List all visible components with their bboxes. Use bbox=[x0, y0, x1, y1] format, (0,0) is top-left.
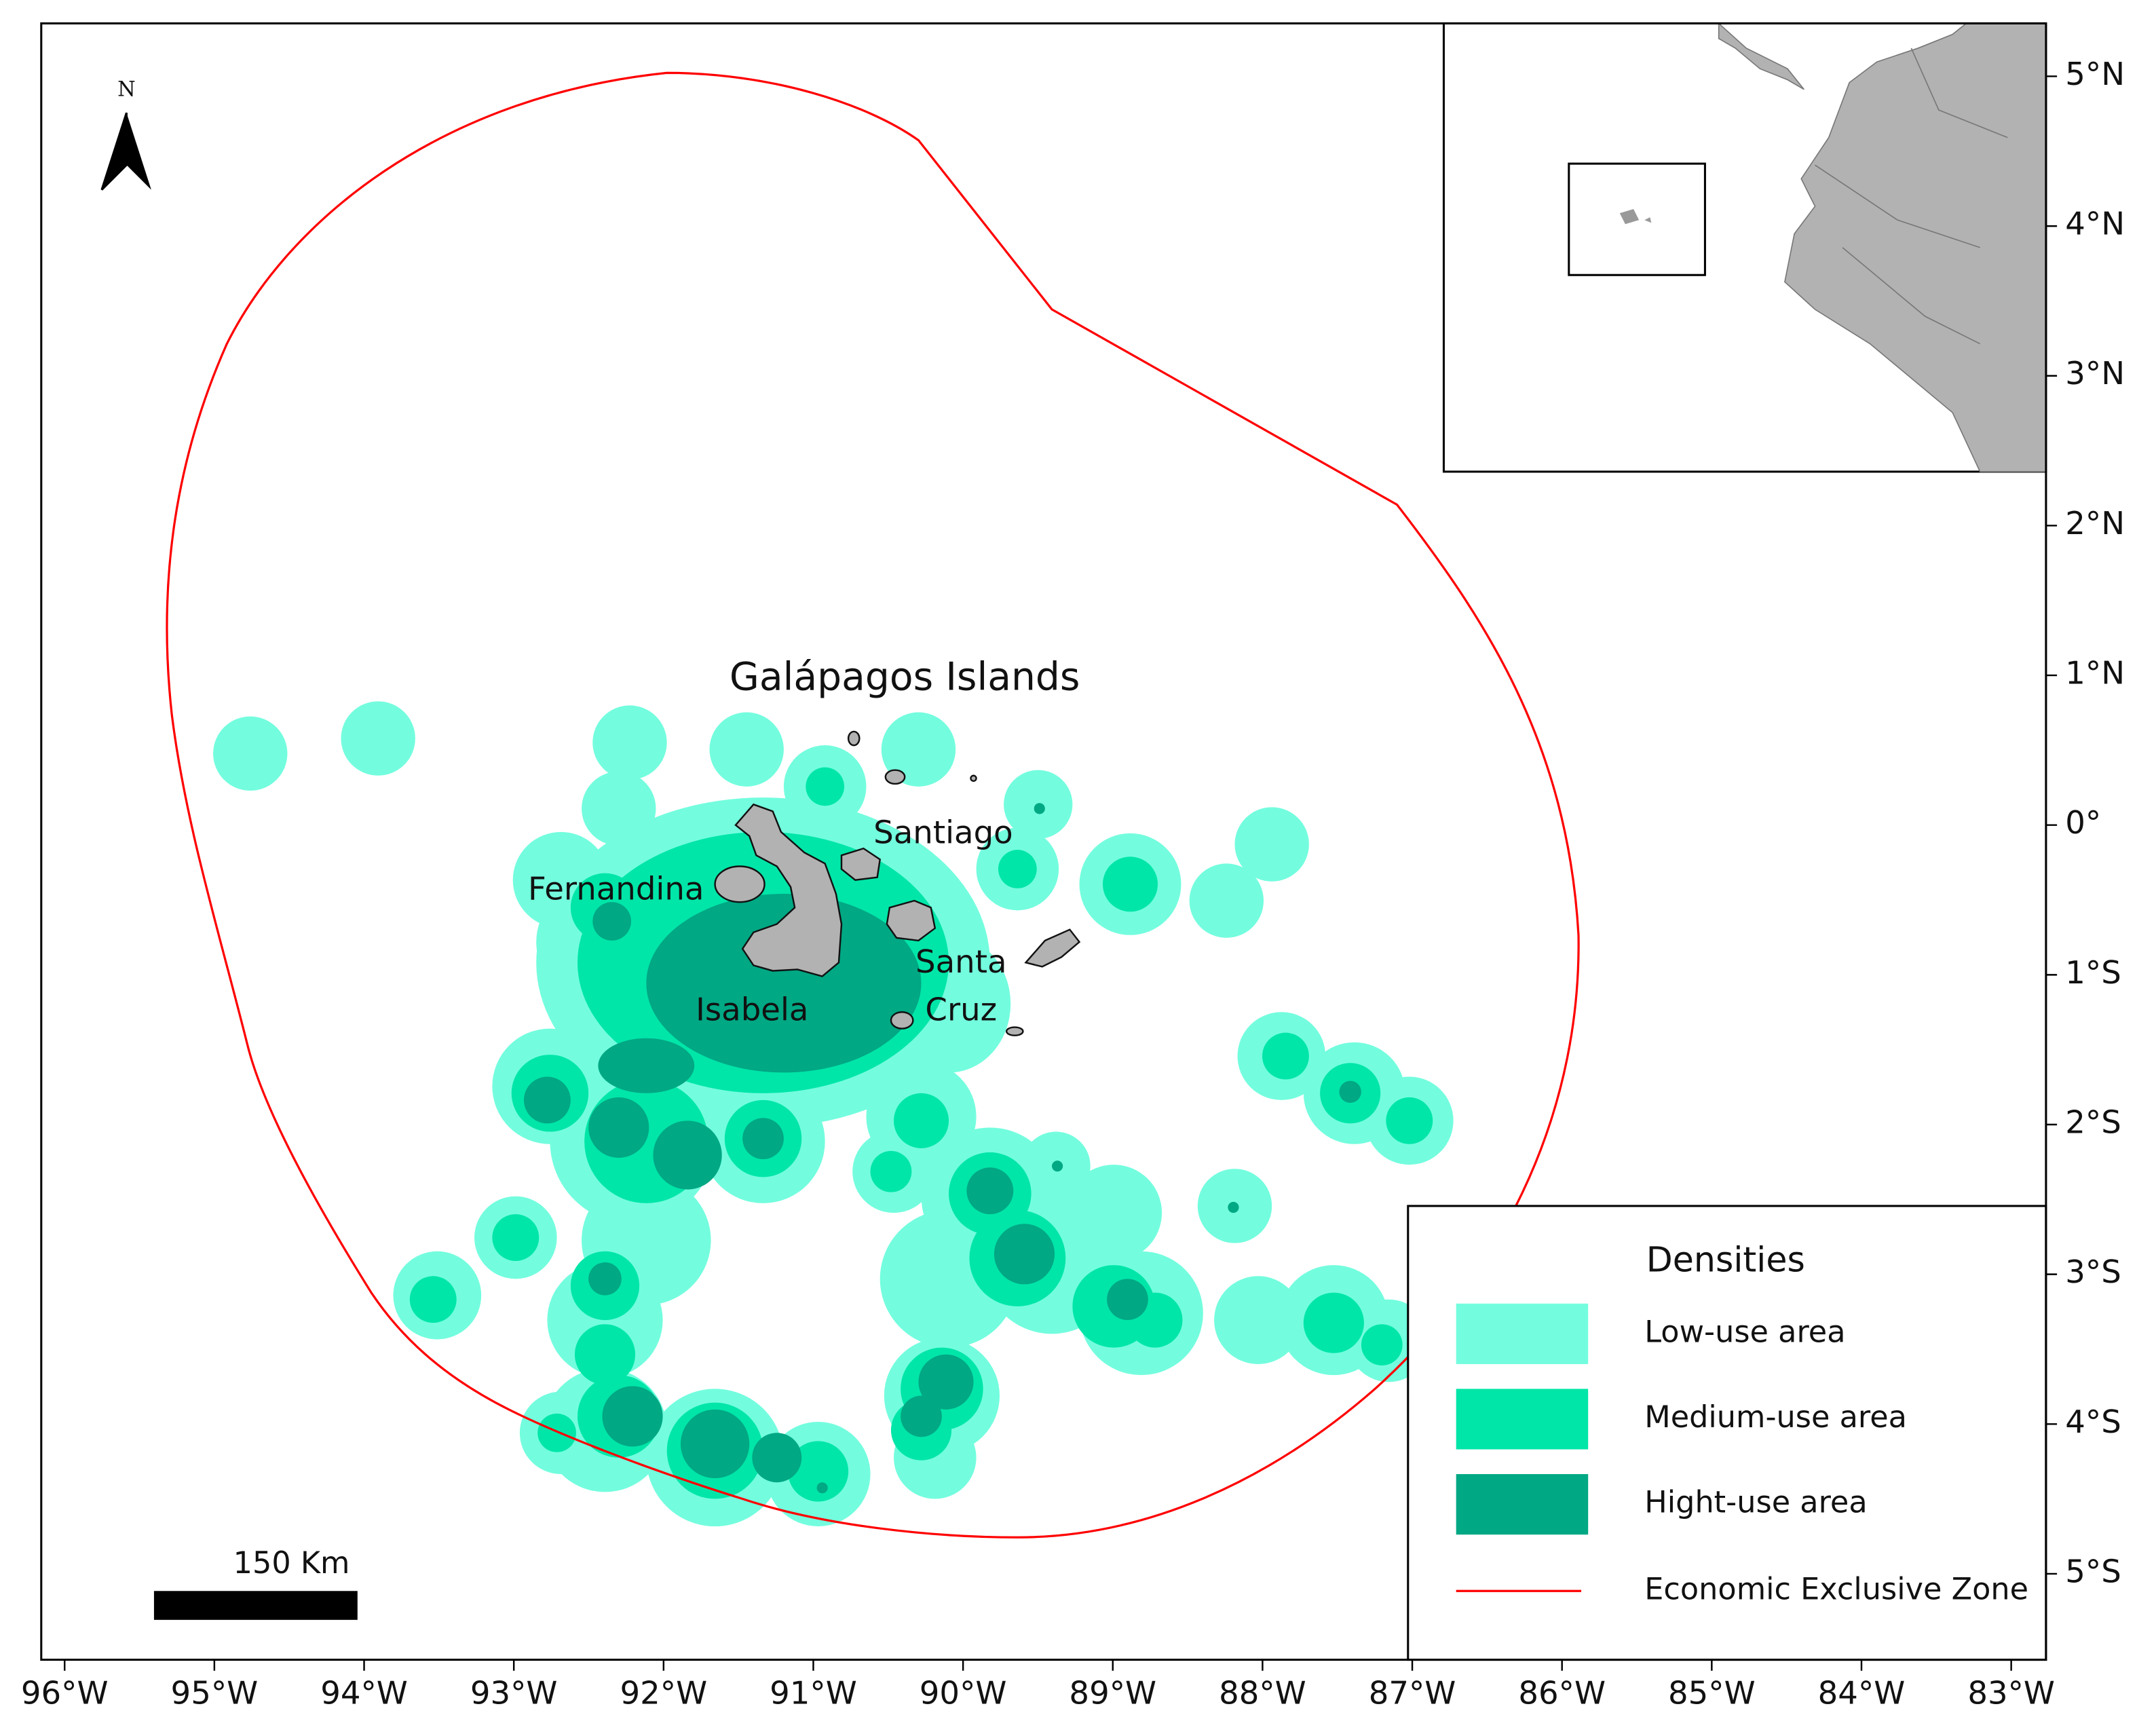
x-tick-label: 85°W bbox=[1668, 1675, 1756, 1712]
legend-label: Economic Exclusive Zone bbox=[1644, 1571, 2028, 1606]
island-label: Santa bbox=[915, 943, 1006, 980]
y-tick-label: 1°N bbox=[2065, 655, 2125, 692]
x-tick-label: 87°W bbox=[1369, 1675, 1456, 1712]
y-tick-label: 2°S bbox=[2065, 1104, 2121, 1140]
legend-title: Densities bbox=[1646, 1240, 1805, 1280]
x-tick-label: 92°W bbox=[620, 1675, 707, 1712]
y-tick-label: 4°N bbox=[2065, 206, 2125, 242]
scale-bar bbox=[153, 1591, 358, 1620]
inset-map bbox=[1442, 22, 2047, 473]
santa-cruz-island bbox=[886, 899, 937, 942]
y-tick-label: 5°S bbox=[2065, 1553, 2121, 1589]
x-tick-label: 83°W bbox=[1967, 1675, 2055, 1712]
x-tick-label: 94°W bbox=[320, 1675, 408, 1712]
x-tick-label: 93°W bbox=[470, 1675, 558, 1712]
fernandina-island bbox=[714, 865, 765, 903]
pinta-island bbox=[847, 730, 860, 747]
san-cristobal-island bbox=[1024, 928, 1081, 968]
genovesa-island bbox=[970, 774, 977, 783]
legend-swatch bbox=[1456, 1303, 1589, 1364]
island-label: Fernandina bbox=[528, 870, 704, 907]
y-tick-label: 3°S bbox=[2065, 1254, 2121, 1290]
x-tick-label: 96°W bbox=[21, 1675, 109, 1712]
north-label: N bbox=[117, 78, 136, 102]
x-tick-label: 84°W bbox=[1818, 1675, 1906, 1712]
map-frame bbox=[40, 22, 2047, 1661]
map-title: Galápagos Islands bbox=[730, 655, 1080, 700]
isabela-island bbox=[734, 803, 843, 977]
espanola-island bbox=[1005, 1026, 1024, 1036]
legend-label: Hight-use area bbox=[1644, 1485, 1867, 1520]
y-tick-label: 3°N bbox=[2065, 355, 2125, 392]
north-arrow: N bbox=[100, 78, 151, 191]
legend-swatch bbox=[1456, 1474, 1589, 1535]
island-label: Cruz bbox=[925, 992, 997, 1028]
islands bbox=[714, 730, 1081, 1036]
y-tick-label: 2°N bbox=[2065, 505, 2125, 542]
y-tick-label: 0° bbox=[2065, 804, 2101, 841]
island-label: Santiago bbox=[873, 814, 1013, 850]
legend-label: Low-use area bbox=[1644, 1314, 1845, 1349]
floreana-island bbox=[890, 1011, 914, 1030]
y-tick-label: 5°N bbox=[2065, 56, 2125, 92]
high-use-density bbox=[523, 803, 1361, 1494]
scale-bar-label: 150 Km bbox=[233, 1545, 350, 1581]
y-tick-label: 1°S bbox=[2065, 954, 2121, 991]
eez-boundary bbox=[166, 71, 1580, 1539]
x-tick-label: 91°W bbox=[770, 1675, 857, 1712]
x-tick-label: 95°W bbox=[171, 1675, 259, 1712]
x-tick-label: 88°W bbox=[1219, 1675, 1306, 1712]
legend: Densities Low-use area Medium-use area Hig… bbox=[1407, 1205, 2047, 1661]
island-label: Isabela bbox=[696, 992, 808, 1028]
santiago-island bbox=[840, 847, 882, 882]
x-tick-label: 90°W bbox=[920, 1675, 1007, 1712]
x-tick-label: 86°W bbox=[1518, 1675, 1606, 1712]
marchena-island bbox=[884, 769, 906, 785]
legend-swatch bbox=[1456, 1389, 1589, 1450]
x-tick-label: 89°W bbox=[1069, 1675, 1156, 1712]
legend-label: Medium-use area bbox=[1644, 1399, 1907, 1435]
y-tick-label: 4°S bbox=[2065, 1403, 2121, 1440]
